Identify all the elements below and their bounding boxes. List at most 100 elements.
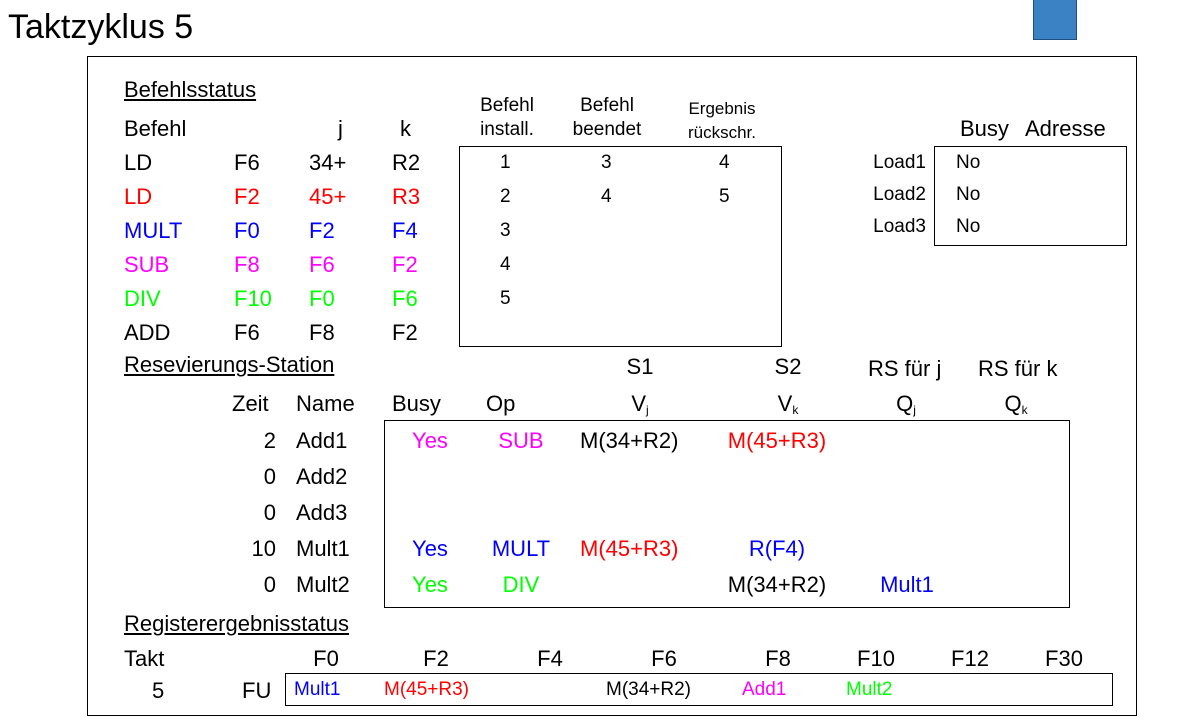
rs-op: MULT xyxy=(491,536,551,561)
col-j: j xyxy=(338,116,343,141)
load-name: Load3 xyxy=(873,216,926,237)
befehlsstatus-heading: Befehlsstatus xyxy=(124,77,257,102)
rs-busy: Yes xyxy=(412,428,448,453)
rs-busy: Yes xyxy=(412,572,448,597)
register-name: F6 xyxy=(651,646,677,671)
rs-box xyxy=(384,420,1070,608)
rs-busy: Yes xyxy=(412,536,448,561)
instr-dst: F0 xyxy=(234,218,260,243)
rs-vk: M(34+R2) xyxy=(727,572,827,597)
col-zeit: Zeit xyxy=(232,391,269,416)
rs-name: Add3 xyxy=(296,500,348,525)
rs-vk: M(45+R3) xyxy=(727,428,827,453)
rs-vj: M(34+R2) xyxy=(580,428,679,453)
instr-install: 2 xyxy=(500,186,511,207)
register-name: F30 xyxy=(1045,646,1083,671)
instr-k: R3 xyxy=(392,184,421,209)
instr-j: F0 xyxy=(309,286,335,311)
register-fu-value: Add1 xyxy=(742,679,787,700)
instr-k: R2 xyxy=(392,150,421,175)
col-s1: S1 xyxy=(626,354,654,379)
instr-op: LD xyxy=(124,150,153,175)
instr-beendet: 3 xyxy=(601,152,612,173)
instr-rueck: 5 xyxy=(719,186,730,207)
instr-k: F2 xyxy=(392,320,418,345)
rs-vj: M(45+R3) xyxy=(580,536,679,561)
register-fu-value: Mult1 xyxy=(294,679,341,700)
rs-op: SUB xyxy=(498,428,544,453)
col-beendet: Befehl beendet xyxy=(572,95,642,140)
instr-dst: F6 xyxy=(234,320,260,345)
instr-op: MULT xyxy=(124,218,183,243)
instr-op: LD xyxy=(124,184,153,209)
instr-k: F6 xyxy=(392,286,418,311)
rs-heading: Resevierungs-Station xyxy=(124,352,335,377)
col-load-adresse: Adresse xyxy=(1025,116,1106,141)
col-befehl: Befehl xyxy=(124,116,187,141)
col-qj: Qj xyxy=(896,391,916,418)
rs-name: Mult2 xyxy=(296,572,350,597)
col-rs-busy: Busy xyxy=(392,391,441,416)
col-vj: Vj xyxy=(631,391,649,418)
register-name: F8 xyxy=(765,646,791,671)
register-fu-value: M(34+R2) xyxy=(606,679,691,700)
nav-button[interactable] xyxy=(1033,0,1077,40)
rs-zeit: 0 xyxy=(263,572,276,597)
instr-dst: F6 xyxy=(234,150,260,175)
register-name: F10 xyxy=(857,646,895,671)
col-rsk: RS für k xyxy=(978,356,1058,381)
register-fu-value: Mult2 xyxy=(846,679,893,700)
register-name: F4 xyxy=(537,646,563,671)
instr-install: 3 xyxy=(500,220,511,241)
col-name: Name xyxy=(296,391,355,416)
rs-zeit: 0 xyxy=(263,500,276,525)
befehl-status-box xyxy=(459,146,782,347)
page-title: Taktzyklus 5 xyxy=(8,8,194,46)
rs-zeit: 0 xyxy=(263,464,276,489)
rs-op: DIV xyxy=(502,572,540,597)
rs-name: Add2 xyxy=(296,464,348,489)
instr-dst: F2 xyxy=(234,184,260,209)
rs-qj: Mult1 xyxy=(880,572,934,597)
instr-k: F2 xyxy=(392,252,418,277)
main-frame xyxy=(87,56,1137,716)
register-name: F12 xyxy=(951,646,989,671)
instr-rueck: 4 xyxy=(719,152,730,173)
instr-install: 1 xyxy=(500,152,511,173)
rs-zeit: 2 xyxy=(263,428,276,453)
col-install: Befehl install. xyxy=(480,95,534,140)
instr-j: 34+ xyxy=(309,150,347,175)
instr-j: F8 xyxy=(309,320,335,345)
instr-dst: F8 xyxy=(234,252,260,277)
rs-zeit: 10 xyxy=(251,536,276,561)
instr-j: F6 xyxy=(309,252,335,277)
load-box xyxy=(934,146,1127,246)
instr-j: F2 xyxy=(309,218,335,243)
instr-beendet: 4 xyxy=(601,186,612,207)
col-s2: S2 xyxy=(774,354,802,379)
takt-value: 5 xyxy=(152,678,165,703)
instr-op: SUB xyxy=(124,252,170,277)
col-qk: Qk xyxy=(1004,391,1028,418)
rs-name: Mult1 xyxy=(296,536,350,561)
load-busy: No xyxy=(956,152,981,173)
instr-install: 5 xyxy=(500,288,511,309)
load-busy: No xyxy=(956,184,981,205)
instr-j: 45+ xyxy=(309,184,347,209)
takt-label: Takt xyxy=(124,646,165,671)
load-name: Load2 xyxy=(873,184,926,205)
register-heading: Registerergebnisstatus xyxy=(124,611,350,636)
register-box xyxy=(285,673,1113,706)
load-name: Load1 xyxy=(873,152,926,173)
instr-k: F4 xyxy=(392,218,418,243)
col-op: Op xyxy=(486,391,516,416)
instr-install: 4 xyxy=(500,254,511,275)
rs-name: Add1 xyxy=(296,428,348,453)
col-vk: Vk xyxy=(777,391,799,418)
col-rsj: RS für j xyxy=(868,356,942,381)
register-name: F0 xyxy=(313,646,339,671)
instr-op: ADD xyxy=(124,320,171,345)
instr-dst: F10 xyxy=(234,286,272,311)
fu-label: FU xyxy=(242,678,272,703)
rs-vk: R(F4) xyxy=(748,536,806,561)
